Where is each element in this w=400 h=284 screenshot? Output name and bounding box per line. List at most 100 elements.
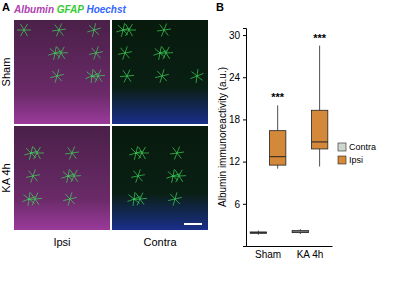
astrocyte-process [155, 76, 162, 78]
astrocyte-process [35, 193, 38, 199]
astrocyte-process [175, 197, 182, 199]
astrocyte-process [190, 76, 197, 79]
micrograph-detail [22, 146, 80, 206]
astrocyte-process [35, 198, 42, 200]
y-tick-label: 18 [229, 114, 241, 125]
y-tick: 12 [229, 156, 246, 167]
astrocyte-process [98, 70, 101, 76]
astrocyte-process [65, 194, 70, 199]
astrocyte-process [48, 53, 55, 55]
box [269, 105, 285, 168]
astrocyte-process [24, 153, 31, 155]
astrocyte-process [138, 176, 143, 181]
astrocyte-process [91, 76, 92, 83]
column-label: Ipsi [53, 236, 70, 248]
x-tick-label: KA 4h [297, 249, 324, 260]
astrocyte-process [55, 24, 59, 30]
astrocyte-process [162, 69, 164, 76]
astrocyte-process [121, 30, 123, 37]
astrocyte-process [140, 193, 143, 199]
legend-item: Contra [338, 142, 376, 152]
box [311, 46, 327, 167]
y-tick-label: 6 [234, 199, 240, 210]
panel-label: A [2, 1, 10, 13]
astrocyte-process [170, 153, 177, 155]
astrocyte-process [94, 30, 99, 35]
astrocyte-process [70, 199, 75, 204]
astrocyte-process [127, 76, 131, 82]
astrocyte-process [153, 53, 160, 55]
astrocyte-process [74, 176, 78, 182]
stain-name: Hoechst [84, 4, 127, 15]
astrocyte-process [160, 51, 167, 53]
astrocyte-process [123, 53, 125, 60]
astrocyte-process [179, 170, 182, 176]
astrocyte-process [173, 199, 175, 206]
astrocyte-process [129, 195, 134, 199]
y-tick-mark [243, 119, 246, 120]
astrocyte-process [96, 53, 101, 58]
astrocyte-process [175, 192, 177, 199]
astrocyte-process [31, 176, 33, 183]
astrocyte-process [127, 75, 134, 77]
astrocyte-process [87, 30, 94, 32]
annotations: ****** [271, 32, 327, 104]
astrocyte-process [24, 30, 31, 31]
astrocyte-process [162, 74, 169, 76]
astrocyte-process [33, 175, 40, 176]
astrocyte-process [177, 153, 181, 159]
astrocyte-process [168, 199, 175, 201]
y-tick: 6 [234, 199, 246, 210]
astrocyte-process [129, 153, 136, 155]
astrocyte-process [129, 24, 133, 30]
astrocyte-process [192, 72, 197, 76]
astrocyte-process [68, 169, 69, 176]
astrocyte-process [129, 30, 133, 36]
astrocyte-process [157, 30, 164, 32]
micrograph-detail [17, 23, 105, 83]
x-axis-line [247, 246, 333, 247]
astrocyte-process [168, 171, 173, 176]
astrocyte-process [98, 76, 102, 82]
legend-swatch [338, 143, 346, 151]
astrocyte-process [63, 171, 68, 176]
astrocyte-process [98, 75, 105, 77]
box-body [292, 231, 308, 233]
astrocyte-process [61, 176, 68, 178]
astrocyte-process [28, 199, 29, 206]
astrocyte-process [175, 199, 180, 204]
astrocyte-process [33, 169, 35, 176]
box-median [250, 232, 266, 233]
astrocyte-process [133, 171, 138, 176]
y-axis: 612182430 [229, 29, 247, 247]
astrocyte-process [118, 53, 125, 54]
astrocyte-process [160, 24, 164, 30]
astrocyte-process [59, 24, 62, 30]
astrocyte-process [123, 30, 128, 35]
astrocyte-process [59, 29, 66, 31]
whisker-lower [277, 165, 278, 169]
astrocyte-process [92, 69, 93, 76]
astrocyte-process [31, 146, 33, 153]
astrocyte-process [173, 169, 174, 176]
legend-label: Contra [349, 142, 376, 152]
astrocyte-process [92, 76, 97, 80]
astrocyte-process [26, 148, 31, 153]
astrocyte-process [29, 153, 31, 160]
astrocyte-process [197, 76, 202, 80]
legend-swatch [338, 156, 346, 164]
x-axis: Sham KA 4h [247, 246, 333, 260]
astrocyte-process [166, 52, 173, 53]
box-median [311, 141, 327, 142]
micrograph [112, 126, 208, 230]
astrocyte-process [31, 153, 36, 158]
astrocyte-process [160, 53, 165, 58]
x-tick-label: Sham [255, 249, 281, 260]
astrocyte-process [120, 76, 127, 78]
box-body [311, 110, 327, 149]
astrocyte-process [72, 147, 75, 153]
astrocyte-process [59, 30, 63, 36]
astrocyte-process [37, 153, 41, 159]
astrocyte-process [61, 53, 65, 59]
astrocyte-process [164, 30, 168, 36]
